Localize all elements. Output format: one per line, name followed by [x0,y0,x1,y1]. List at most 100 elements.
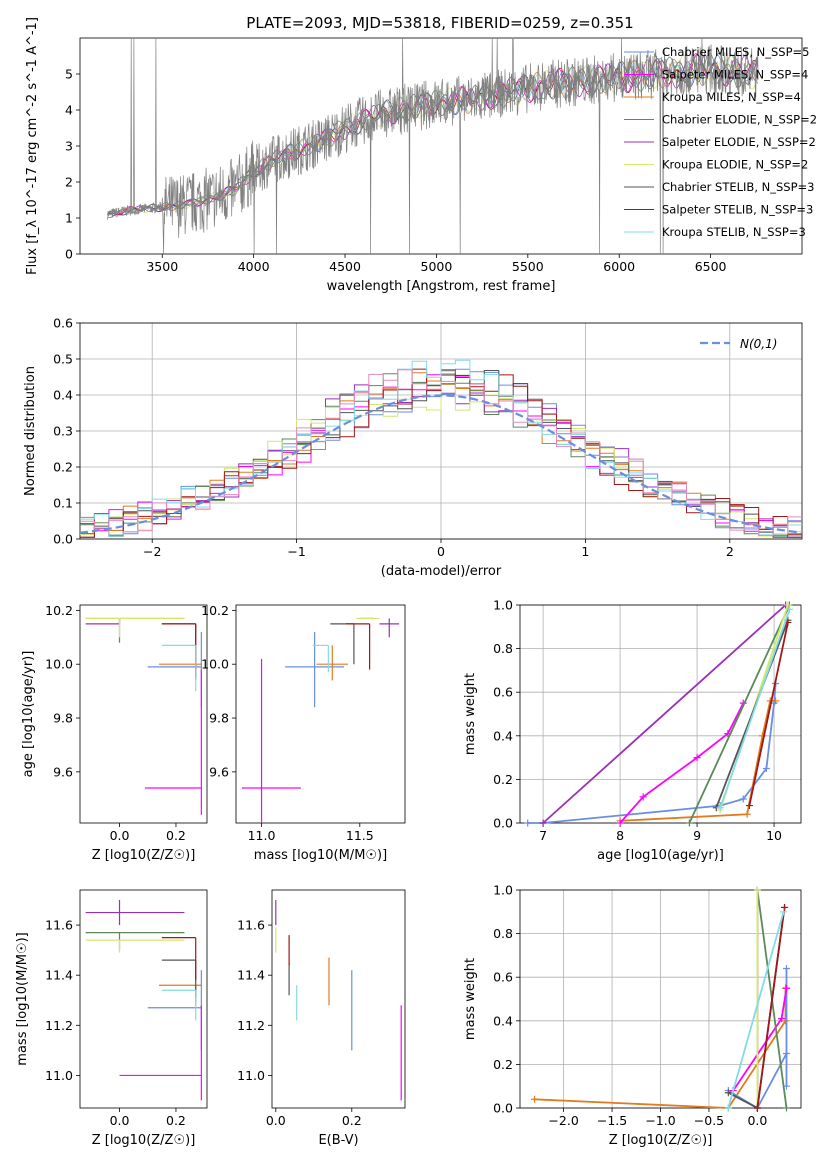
x-tick-label: 0.2 [166,1113,186,1128]
y-tick-label: 0.6 [493,970,513,985]
legend-label: N(0,1) [740,337,777,351]
y-tick-label: 10.2 [45,603,73,618]
y-tick-label: 11.6 [45,918,73,933]
cumulative-weight-marker [716,804,724,812]
x-tick-label: 4000 [238,259,270,274]
cumulative-weight-line [688,604,791,824]
y-tick-label: 0.4 [53,388,73,403]
cumulative-metallicity-panel: −2.0 −1.5 −1.0 −0.5 0.0 0.0 0.2 0.4 0.6 0.8 1.0 Z [… [463,883,802,1148]
spectrum-panel: 3500 4000 4500 5000 5500 6000 6500 0 1 2 3 4 5 wavele… [25,17,817,294]
axes-frame [79,37,803,255]
y-tick-label: 0.4 [493,728,513,743]
y-tick-label: 11.0 [237,1068,265,1083]
cumulative-weight-marker [753,886,761,894]
cumulative-weight-marker [739,795,747,803]
y-tick-label: 0.0 [53,532,73,547]
y-tick-label: 11.6 [237,918,265,933]
y-tick-label: 0.6 [53,316,73,331]
x-tick-label: 3500 [146,259,178,274]
y-tick-label: 9.8 [209,711,229,726]
cumulative-weight-marker [782,964,790,972]
x-tick-label: −2 [143,544,161,559]
cumulative-weight-marker [772,697,780,705]
x-axis-label: Z [log10(Z/Z☉)] [92,848,196,863]
y-axis-label: mass weight [463,673,478,755]
x-tick-label: 6500 [695,259,727,274]
residual-histogram-series [80,369,802,536]
y-axis-label: mass weight [463,958,478,1040]
legend-label: Chabrier ELODIE, N_SSP=2 [662,113,817,127]
x-tick-label: 11.0 [248,828,276,843]
cumulative-weight-marker [724,1089,732,1097]
x-tick-label: 0.2 [342,1113,362,1128]
figure-title: PLATE=2093, MJD=53818, FIBERID=0259, z=0… [246,14,633,32]
cumulative-weight-marker [539,819,547,827]
y-tick-label: 0.2 [493,772,513,787]
y-tick-label: 1.0 [493,598,513,613]
y-tick-label: 10.2 [201,603,229,618]
gaussian-reference-curve [79,394,803,534]
y-tick-label: 1.0 [493,883,513,898]
y-tick-label: 0.3 [53,424,73,439]
y-tick-label: 10.0 [45,657,73,672]
y-tick-label: 11.0 [45,1068,73,1083]
cumulative-weight-marker [616,819,624,827]
cumulative-weight-marker [780,908,788,916]
cumulative-weight-marker [782,1104,790,1112]
x-tick-label: 2 [726,544,734,559]
x-axis-label: Z [log10(Z/Z☉)] [92,1133,196,1148]
cumulative-weight-line [719,609,791,808]
axes-frame [519,889,802,1109]
x-tick-label: 5000 [421,259,453,274]
y-tick-label: 1 [65,211,73,226]
x-tick-label: 0.2 [166,828,186,843]
x-tick-label: 11.5 [346,828,374,843]
x-axis-label: E(B-V) [318,1133,358,1148]
x-tick-label: 0.0 [266,1113,286,1128]
cumulative-weight-marker [685,819,693,827]
axes-frame [519,604,802,824]
cumulative-weight-marker [753,1104,761,1112]
cumulative-weight-marker [781,1017,789,1025]
cumulative-weight-marker [639,793,647,801]
legend-label: Kroupa STELIB, N_SSP=3 [662,225,806,239]
y-tick-label: 11.2 [237,1018,265,1033]
residuals-panel: −2 −1 0 1 2 0.0 0.1 0.2 0.3 0.4 0.5 0.6 (data-model)… [23,316,803,579]
x-tick-label: 0.0 [110,828,130,843]
cumulative-weight-marker [782,984,790,992]
y-tick-label: 0 [65,247,73,262]
x-tick-label: 0.0 [110,1113,130,1128]
x-axis-label: (data-model)/error [381,564,502,579]
age-vs-metallicity-panel: 0.0 0.2 9.6 9.8 10.0 10.2 Z [log10(Z/Z☉)] age [… [21,603,208,863]
x-tick-label: 7 [539,828,547,843]
axes-frame [271,889,406,1109]
x-tick-label: −1.5 [597,1113,627,1128]
observed-spectrum-line [107,37,759,255]
y-tick-label: 2 [65,175,73,190]
x-tick-label: −0.5 [694,1113,724,1128]
x-axis-label: Z [log10(Z/Z☉)] [609,1133,713,1148]
y-tick-label: 0.0 [493,816,513,831]
cumulative-weight-marker [785,605,793,613]
y-axis-label: Flux [f_λ 10^-17 erg cm^-2 s^-1 A^-1] [25,17,40,275]
y-tick-label: 0.1 [53,496,73,511]
y-tick-label: 9.8 [53,711,73,726]
y-tick-label: 5 [65,67,73,82]
cumulative-weight-marker [693,754,701,762]
legend-label: Kroupa MILES, N_SSP=4 [662,90,801,104]
x-tick-label: 1 [581,544,589,559]
y-tick-label: 10.0 [201,657,229,672]
x-tick-label: −1.0 [645,1113,675,1128]
y-axis-label: Normed distribution [23,366,38,496]
x-tick-label: −1 [287,544,305,559]
x-tick-label: 10 [766,828,782,843]
y-tick-label: 0.6 [493,685,513,700]
cumulative-weight-line [727,911,785,1109]
y-tick-label: 0.4 [493,1013,513,1028]
axes-frame [79,889,208,1109]
cumulative-age-panel: 7 8 9 10 0.0 0.2 0.4 0.6 0.8 1.0 age [log10(age/yr… [463,598,802,863]
age-vs-mass-panel: 11.0 11.5 9.6 9.8 10.0 10.2 mass [log10(M/M☉)] [201,603,406,863]
cumulative-weight-marker [524,819,532,827]
y-tick-label: 0.5 [53,352,73,367]
